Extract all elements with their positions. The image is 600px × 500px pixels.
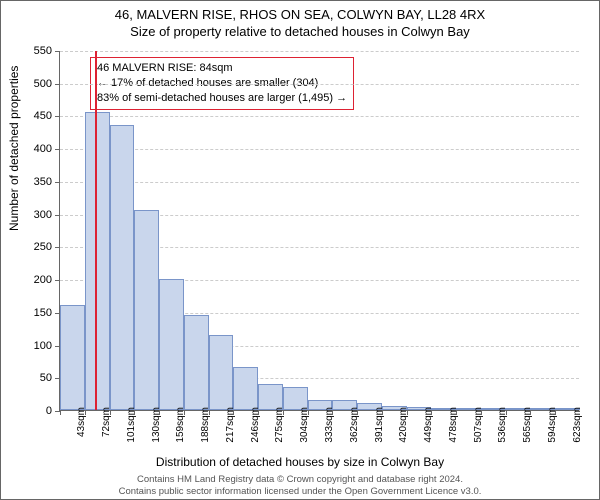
xtick-mark [110, 410, 111, 415]
ytick-label: 350 [12, 176, 52, 188]
chart-title-main: 46, MALVERN RISE, RHOS ON SEA, COLWYN BA… [1, 1, 599, 22]
ytick-label: 500 [12, 78, 52, 90]
xtick-mark [357, 410, 358, 415]
ytick-mark [55, 280, 60, 281]
ytick-label: 50 [12, 372, 52, 384]
ytick-label: 250 [12, 241, 52, 253]
xtick-label: 623sqm [572, 407, 583, 443]
gridline [60, 84, 579, 85]
histogram-bar [110, 125, 135, 410]
histogram-bar [184, 315, 209, 410]
histogram-bar [209, 335, 234, 410]
xtick-mark [233, 410, 234, 415]
ytick-mark [55, 84, 60, 85]
xtick-mark [407, 410, 408, 415]
histogram-bar [85, 112, 110, 410]
xtick-mark [308, 410, 309, 415]
xtick-mark [184, 410, 185, 415]
gridline [60, 149, 579, 150]
footer-line-2: Contains public sector information licen… [1, 486, 599, 497]
histogram-bar [134, 210, 159, 410]
histogram-bar [60, 305, 85, 410]
footer-line-1: Contains HM Land Registry data © Crown c… [1, 474, 599, 485]
ytick-mark [55, 116, 60, 117]
xtick-mark [85, 410, 86, 415]
chart-title-sub: Size of property relative to detached ho… [1, 22, 599, 39]
xtick-mark [283, 410, 284, 415]
xtick-mark [481, 410, 482, 415]
xtick-mark [555, 410, 556, 415]
ytick-label: 450 [12, 110, 52, 122]
info-line-larger: 83% of semi-detached houses are larger (… [97, 91, 347, 106]
xtick-mark [134, 410, 135, 415]
xtick-mark [431, 410, 432, 415]
ytick-mark [55, 182, 60, 183]
gridline [60, 116, 579, 117]
xtick-mark [60, 410, 61, 415]
xtick-mark [332, 410, 333, 415]
property-marker-line [95, 51, 97, 410]
plot-area: 46 MALVERN RISE: 84sqm ← 17% of detached… [59, 51, 579, 411]
xtick-mark [258, 410, 259, 415]
ytick-mark [55, 149, 60, 150]
xtick-mark [159, 410, 160, 415]
xtick-mark [209, 410, 210, 415]
xtick-mark [456, 410, 457, 415]
chart-container: 46, MALVERN RISE, RHOS ON SEA, COLWYN BA… [0, 0, 600, 500]
ytick-mark [55, 215, 60, 216]
x-axis-label: Distribution of detached houses by size … [1, 455, 599, 469]
ytick-label: 150 [12, 307, 52, 319]
ytick-label: 300 [12, 209, 52, 221]
info-line-property: 46 MALVERN RISE: 84sqm [97, 61, 347, 76]
xtick-mark [506, 410, 507, 415]
ytick-label: 0 [12, 405, 52, 417]
gridline [60, 51, 579, 52]
histogram-bar [233, 367, 258, 410]
ytick-mark [55, 51, 60, 52]
ytick-label: 200 [12, 274, 52, 286]
chart-footer: Contains HM Land Registry data © Crown c… [1, 474, 599, 497]
xtick-mark [530, 410, 531, 415]
ytick-label: 550 [12, 45, 52, 57]
xtick-mark [382, 410, 383, 415]
ytick-label: 400 [12, 143, 52, 155]
histogram-bar [159, 279, 184, 410]
ytick-mark [55, 247, 60, 248]
gridline [60, 182, 579, 183]
ytick-label: 100 [12, 340, 52, 352]
